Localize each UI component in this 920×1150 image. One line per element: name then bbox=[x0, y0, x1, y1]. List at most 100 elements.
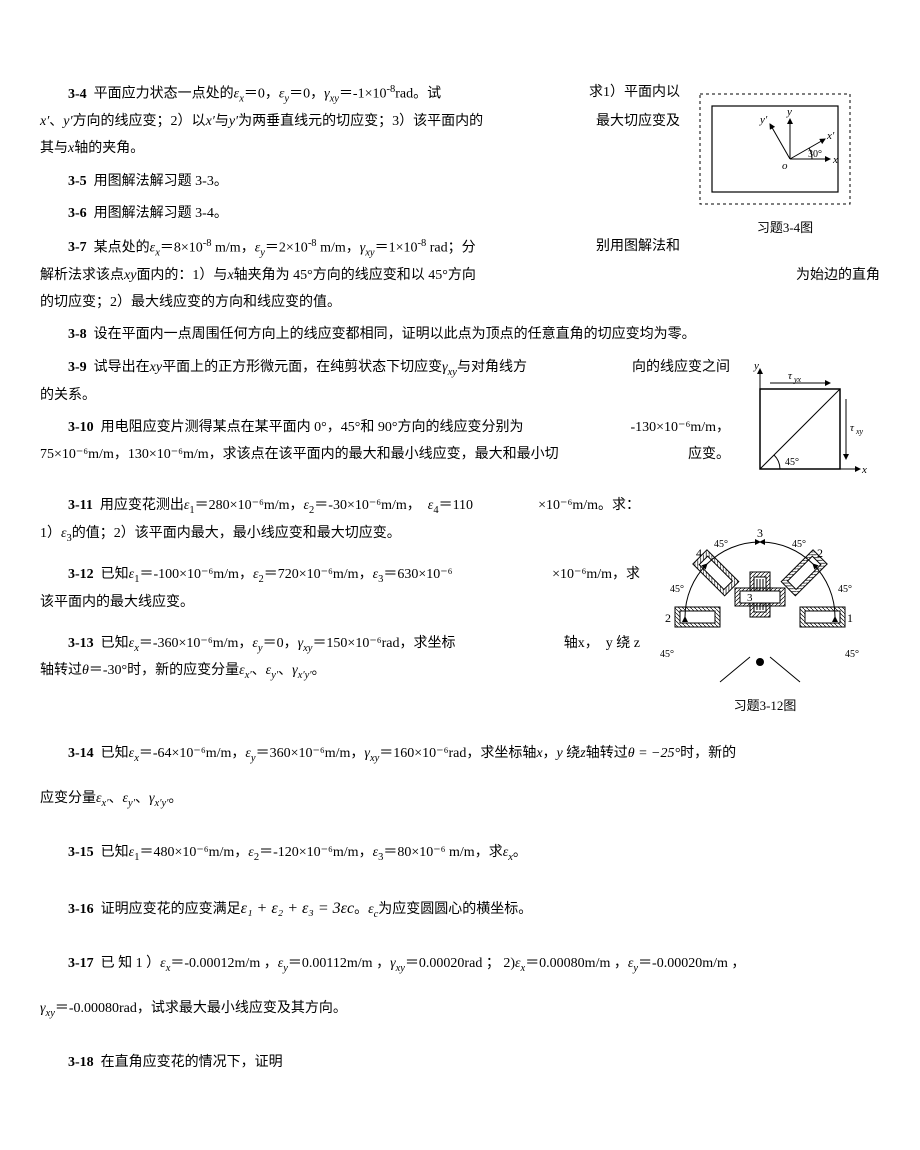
p3-6-t: 用图解法解习题 3-4。 bbox=[94, 206, 228, 221]
p3-4-gs: xy bbox=[330, 93, 339, 104]
p318t: 在直角应变花的情况下，证明 bbox=[101, 1055, 283, 1070]
p315v3: ＝80×10⁻⁶ m/m，求 bbox=[383, 845, 502, 860]
p313vg: ＝150×10⁻⁶rad，求坐标 bbox=[312, 636, 455, 651]
p315v1: ＝480×10⁻⁶m/m， bbox=[139, 845, 248, 860]
p313th: θ bbox=[82, 663, 89, 678]
p314r2s: y′ bbox=[128, 798, 135, 809]
svg-text:4: 4 bbox=[696, 546, 702, 560]
p313t2b: ＝-30°时，新的应变分量 bbox=[89, 663, 239, 678]
p3-4-b: ＝0， bbox=[244, 87, 279, 102]
pnum-3-16: 3-16 bbox=[68, 902, 94, 917]
p317g2s: xy bbox=[46, 1008, 55, 1019]
pnum-3-4: 3-4 bbox=[68, 87, 87, 102]
p314t2: ， bbox=[543, 746, 557, 761]
p39xy: xy bbox=[150, 360, 162, 375]
svg-text:o: o bbox=[782, 160, 788, 172]
svg-text:2: 2 bbox=[665, 611, 671, 625]
p313vx: ＝-360×10⁻⁶m/m， bbox=[139, 636, 253, 651]
p39t1c: 与对角线方 bbox=[457, 360, 527, 375]
p3-4-yp2: y′ bbox=[229, 114, 238, 129]
svg-text:1: 1 bbox=[847, 611, 853, 625]
p317t1: 已 知 1 ） bbox=[101, 956, 161, 971]
p3-4-t2b: 、 bbox=[49, 114, 63, 129]
p3-4-xp: x′ bbox=[40, 114, 49, 129]
pnum-3-9: 3-9 bbox=[68, 360, 87, 375]
p3-4-xp2: x′ bbox=[206, 114, 215, 129]
p314t4: 轴转过 bbox=[586, 746, 628, 761]
p314c2: 、 bbox=[135, 791, 149, 806]
p39side: 向的线应变之间 bbox=[632, 355, 730, 382]
svg-text:x′: x′ bbox=[826, 130, 835, 142]
p313r3s: x′y′ bbox=[298, 670, 312, 681]
p3-4-t2d: 方向的线应变；2）以 bbox=[73, 114, 206, 129]
p37e3s: -8 bbox=[418, 238, 427, 249]
p311t1: 用应变花测出 bbox=[100, 498, 184, 513]
p315end: 。 bbox=[513, 845, 527, 860]
svg-text:45°: 45° bbox=[714, 539, 728, 550]
p3-4-t2f: 与 bbox=[215, 114, 229, 129]
svg-text:45°: 45° bbox=[838, 584, 852, 595]
p311v4: ＝110 bbox=[439, 498, 473, 513]
p3-4-sup: -8 bbox=[387, 84, 396, 95]
p311t2b: 的值；2）该平面内最大，最小线应变和最大切应变。 bbox=[72, 526, 401, 541]
pnum-3-8: 3-8 bbox=[68, 327, 87, 342]
p37e2b: ＝2×10 bbox=[265, 240, 308, 255]
p314t5: 时，新的 bbox=[680, 746, 736, 761]
p37e1c: m/m， bbox=[212, 240, 255, 255]
svg-text:45°: 45° bbox=[785, 457, 799, 468]
p315v2: ＝-120×10⁻⁶m/m， bbox=[259, 845, 373, 860]
p3-5-t: 用图解法解习题 3-3。 bbox=[94, 174, 228, 189]
p39t1b: 平面上的正方形微元面，在纯剪状态下切应变 bbox=[162, 360, 442, 375]
p37t2a: xy bbox=[124, 268, 136, 283]
p3-4-side2: 最大切应变及 bbox=[596, 109, 680, 136]
p39t1: 试导出在 bbox=[94, 360, 150, 375]
p312v2: ＝720×10⁻⁶m/m， bbox=[264, 567, 373, 582]
p313vy: ＝0， bbox=[263, 636, 298, 651]
p311v1: ＝280×10⁻⁶m/m， bbox=[195, 498, 304, 513]
pnum-3-7: 3-7 bbox=[68, 240, 87, 255]
p37t2d: 轴夹角为 45°方向的线应变和以 45°方向 bbox=[234, 268, 476, 283]
p314c1: 、 bbox=[109, 791, 123, 806]
p312t2: 该平面内的最大线应变。 bbox=[40, 595, 194, 610]
p3-4-t3b: 轴的夹角。 bbox=[74, 141, 144, 156]
svg-text:45°: 45° bbox=[670, 584, 684, 595]
p313r1s: x′ bbox=[245, 670, 252, 681]
pnum-3-18: 3-18 bbox=[68, 1055, 94, 1070]
p3-4-yp: y′ bbox=[63, 114, 72, 129]
p310t2: 75×10⁻⁶m/m，130×10⁻⁶m/m，求该点在该平面内的最大和最小线应变… bbox=[40, 447, 559, 462]
pnum-3-14: 3-14 bbox=[68, 746, 94, 761]
problem-3-14b: 应变分量εx′、εy′、γx′y′。 bbox=[40, 786, 880, 814]
pnum-3-15: 3-15 bbox=[68, 845, 94, 860]
p3-4-g2: rad。试 bbox=[395, 87, 441, 102]
fig-3-4-label: 习题3-4图 bbox=[690, 216, 880, 241]
p314r1s: x′ bbox=[102, 798, 109, 809]
p312side: ×10⁻⁶m/m，求 bbox=[552, 562, 640, 589]
p3-4-t1: 平面应力状态一点处的 bbox=[94, 87, 234, 102]
p37e2s: -8 bbox=[308, 238, 317, 249]
p314th: θ = −25° bbox=[628, 746, 680, 761]
p314end: 。 bbox=[168, 791, 182, 806]
p37e3as: xy bbox=[365, 247, 374, 258]
p315t1: 已知 bbox=[101, 845, 129, 860]
p314t3: 绕 bbox=[563, 746, 581, 761]
p314r3s: x′y′ bbox=[155, 798, 169, 809]
p313side: 轴x， y 绕 z bbox=[564, 631, 640, 658]
p316eq: ε₁ + ε₂ + ε₃ = 3εc bbox=[241, 900, 354, 917]
p314gxs: xy bbox=[370, 752, 379, 763]
problem-3-17: 3-17已 知 1 ）εx＝-0.00012m/m ，εy＝0.00112m/m… bbox=[40, 951, 880, 979]
p37t2: 解析法求该点 bbox=[40, 268, 124, 283]
p37e3b: ＝1×10 bbox=[375, 240, 418, 255]
problem-3-7: 3-7某点处的εx＝8×10-8 m/m，εy＝2×10-8 m/m，γxy＝1… bbox=[40, 234, 880, 317]
problem-3-15: 3-15已知ε1＝480×10⁻⁶m/m，ε2＝-120×10⁻⁶m/m，ε3＝… bbox=[40, 840, 880, 868]
p316t2: 。 bbox=[354, 902, 368, 917]
svg-text:τ: τ bbox=[850, 422, 855, 434]
p314vx: ＝-64×10⁻⁶m/m， bbox=[139, 746, 246, 761]
p313t2a: 轴转过 bbox=[40, 663, 82, 678]
pnum-3-11: 3-11 bbox=[68, 498, 93, 513]
p313end: 。 bbox=[312, 663, 326, 678]
p313c2: 、 bbox=[278, 663, 292, 678]
figure-3-12: 1 2 3 4 2 3 45° 45° 45° 45° 45° 45° 习题3-… bbox=[650, 497, 880, 719]
p39t2: 的关系。 bbox=[40, 388, 96, 403]
p317vx: ＝-0.00012m/m ， bbox=[170, 956, 277, 971]
svg-text:3: 3 bbox=[757, 526, 763, 540]
